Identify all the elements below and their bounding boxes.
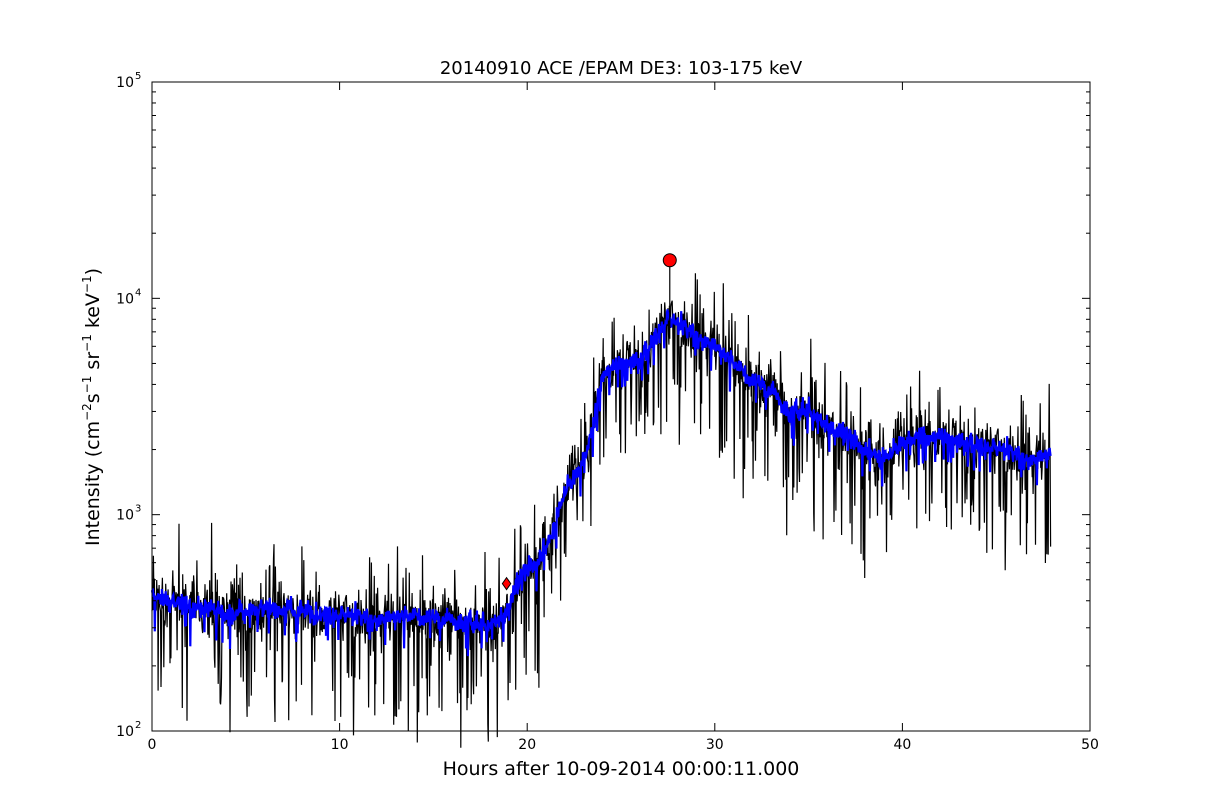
y-tick-label: 10 (116, 724, 134, 740)
x-axis-label: Hours after 10-09-2014 00:00:11.000 (443, 758, 800, 780)
x-tick-label: 30 (706, 737, 724, 753)
y-tick-label: 10 (116, 75, 134, 91)
y-tick-label: 10 (116, 508, 134, 524)
x-tick-label: 50 (1081, 737, 1099, 753)
x-tick-label: 40 (893, 737, 911, 753)
series-raw-line (151, 273, 1052, 748)
x-tick-label: 10 (331, 737, 349, 753)
plot-area (150, 253, 1052, 748)
x-tick-label: 0 (148, 737, 157, 753)
plot-frame (151, 81, 1091, 732)
x-tick-label: 20 (518, 737, 536, 753)
series-smoothed-line (150, 309, 1052, 657)
y-axis-label: Intensity (cm−2s−1 sr−1 keV−1) (80, 268, 104, 546)
onset-diamond-marker (501, 576, 512, 591)
y-tick-exponent: 3 (135, 504, 141, 515)
chart-title: 20140910 ACE /EPAM DE3: 103-175 keV (440, 58, 803, 79)
peak-circle-marker (662, 253, 677, 268)
y-tick-exponent: 2 (135, 720, 141, 731)
y-tick-exponent: 5 (135, 71, 141, 82)
y-tick-label: 10 (116, 291, 134, 307)
y-tick-exponent: 4 (135, 287, 141, 298)
